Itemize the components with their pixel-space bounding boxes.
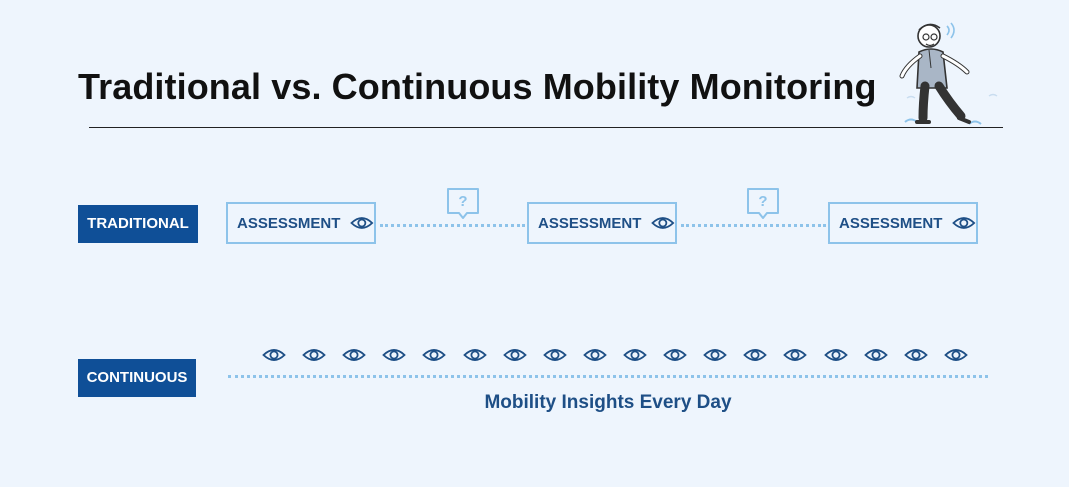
- eye-icon: [542, 349, 567, 361]
- eye-icon: [302, 349, 326, 361]
- continuous-caption: Mobility Insights Every Day: [484, 392, 732, 413]
- assessment-box: ASSESSMENT: [226, 202, 376, 244]
- eye-icon: [342, 349, 367, 361]
- question-bubble-icon: ?: [747, 188, 779, 219]
- continuous-timeline: [228, 375, 988, 378]
- assessment-label: ASSESSMENT: [237, 214, 341, 232]
- eye-icon: [422, 349, 447, 361]
- eye-icon: [663, 349, 687, 361]
- eye-icon: [743, 349, 768, 361]
- assessment-label: ASSESSMENT: [538, 214, 642, 232]
- eye-icon: [783, 349, 808, 361]
- eye-icon: [623, 349, 647, 361]
- eye-icon: [952, 217, 976, 229]
- eye-icon: [823, 349, 848, 361]
- question-bubble-icon: ?: [447, 188, 479, 219]
- assessment-label: ASSESSMENT: [839, 214, 943, 232]
- eye-icon: [502, 349, 527, 361]
- page-title: Traditional vs. Continuous Mobility Moni…: [78, 66, 877, 107]
- eye-icon: [903, 349, 928, 361]
- assessment-box: ASSESSMENT: [828, 202, 978, 244]
- title-divider: [89, 127, 1003, 128]
- gap-connector: [380, 224, 525, 227]
- eye-icon: [382, 349, 407, 361]
- continuous-label: CONTINUOUS: [78, 359, 196, 397]
- eye-icon: [863, 349, 888, 361]
- eye-icon: [944, 349, 968, 361]
- eye-icon: [262, 349, 286, 361]
- elderly-man-walking-illustration: [899, 22, 998, 125]
- eye-icon: [651, 217, 675, 229]
- eye-icon: [350, 217, 374, 229]
- traditional-label: TRADITIONAL: [78, 205, 198, 243]
- question-mark: ?: [758, 193, 767, 210]
- continuous-observations: [262, 346, 968, 366]
- gap-connector: [681, 224, 826, 227]
- eye-icon: [462, 349, 487, 361]
- question-mark: ?: [458, 193, 467, 210]
- eye-icon: [583, 349, 607, 361]
- assessment-box: ASSESSMENT: [527, 202, 677, 244]
- eye-icon: [703, 349, 728, 361]
